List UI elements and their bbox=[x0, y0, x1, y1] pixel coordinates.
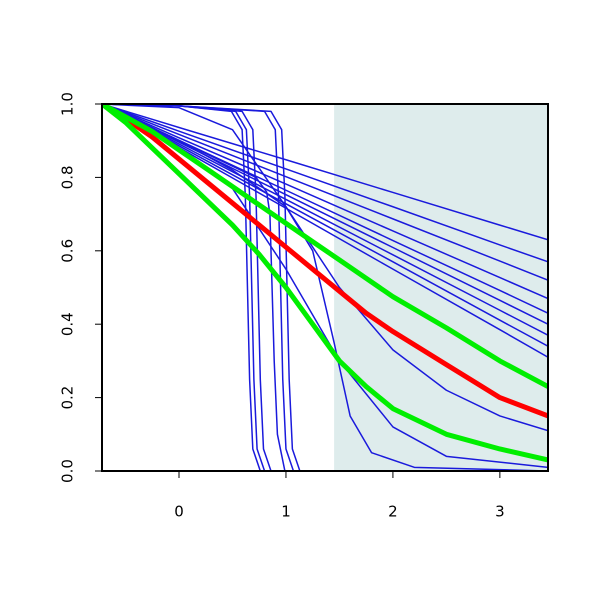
y-tick-label: 0.6 bbox=[59, 239, 77, 263]
lines-layer bbox=[102, 104, 548, 471]
series-line bbox=[102, 104, 548, 300]
series-line bbox=[102, 104, 548, 389]
x-tick-label: 1 bbox=[281, 503, 291, 521]
series-line bbox=[102, 104, 548, 463]
y-tick-label: 1.0 bbox=[59, 92, 77, 116]
plot-frame bbox=[101, 103, 549, 472]
series-line bbox=[102, 104, 548, 263]
x-tick-label: 3 bbox=[495, 503, 505, 521]
series-line bbox=[102, 104, 548, 281]
series-line bbox=[102, 104, 548, 336]
y-tick-label: 0.4 bbox=[59, 312, 77, 336]
series-line bbox=[102, 104, 548, 419]
series-line bbox=[102, 104, 548, 432]
y-tick-label: 0.8 bbox=[59, 165, 77, 189]
series-line bbox=[102, 104, 548, 471]
y-tick-label: 0.0 bbox=[59, 459, 77, 483]
x-tick-label: 0 bbox=[174, 503, 184, 521]
series-line bbox=[102, 104, 548, 471]
x-tick-label: 2 bbox=[388, 503, 398, 521]
series-line bbox=[102, 104, 548, 471]
axes-layer: 0 1 2 3 0.0 0.2 0.4 0.6 0.8 1.0 bbox=[59, 92, 505, 520]
y-tick-label: 0.2 bbox=[59, 386, 77, 410]
series-line bbox=[102, 104, 548, 241]
series-line bbox=[102, 104, 548, 325]
